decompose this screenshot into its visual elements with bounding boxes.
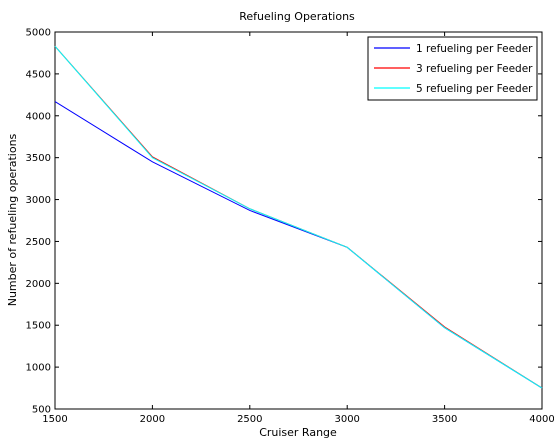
y-axis-label: Number of refueling operations	[6, 133, 19, 306]
legend-label-series-2: 3 refueling per Feeder	[416, 63, 533, 75]
y-tick-label: 5000	[26, 28, 51, 39]
x-tick-label: 2500	[237, 414, 262, 425]
x-axis-label: Cruiser Range	[259, 426, 337, 439]
x-tick-label: 3500	[432, 414, 457, 425]
legend: 1 refueling per Feeder 3 refueling per F…	[367, 36, 538, 101]
x-tick-label: 3000	[334, 414, 359, 425]
y-tick-label: 4000	[26, 111, 51, 122]
y-tick-label: 2000	[26, 279, 51, 290]
y-tick-label: 1000	[26, 363, 51, 374]
x-tick-label: 1500	[42, 414, 67, 425]
legend-label-series-1: 1 refueling per Feeder	[416, 43, 533, 55]
series-line-3	[54, 45, 543, 389]
x-tick-label: 4000	[529, 414, 554, 425]
legend-label-series-3: 5 refueling per Feeder	[416, 83, 533, 95]
y-tick-label: 3500	[26, 153, 51, 164]
y-tick-label: 3000	[26, 195, 51, 206]
series-lines	[54, 45, 543, 389]
y-tick-label: 2500	[26, 237, 51, 248]
chart-title: Refueling Operations	[239, 10, 355, 23]
x-tick-label: 2000	[140, 414, 165, 425]
y-tick-label: 4500	[26, 69, 51, 80]
axis-ticks: 1500 2000 2500 3000 3500 4000 500 1000 1500 2000 2…	[26, 28, 554, 426]
y-tick-label: 1500	[26, 321, 51, 332]
y-tick-label: 500	[32, 405, 51, 416]
